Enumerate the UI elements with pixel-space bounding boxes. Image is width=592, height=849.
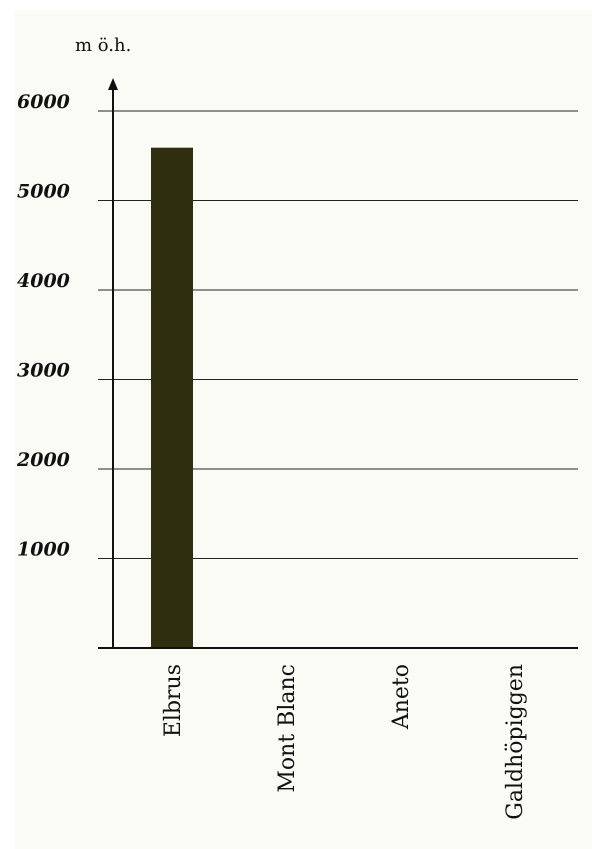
y-tick-label: 4000: [17, 270, 70, 292]
x-category-label: Aneto: [389, 664, 414, 730]
y-tick-labels: 1000 2000 3000 4000 5000 6000: [16, 91, 70, 561]
y-axis-label: m ö.h.: [75, 35, 131, 56]
x-category-label: Mont Blanc: [275, 664, 300, 793]
x-category-labels: Elbrus Mont Blanc Aneto Galdhöpiggen: [161, 664, 528, 820]
y-tick-label: 2000: [16, 449, 70, 471]
y-tick-label: 1000: [17, 539, 70, 561]
chart-panel: m ö.h. 1000 2000 3000 4000 5000 6000 Elbrus Mo…: [15, 10, 592, 849]
bar-chart: m ö.h. 1000 2000 3000 4000 5000 6000 Elbrus Mo…: [16, 35, 578, 820]
x-category-label: Galdhöpiggen: [503, 664, 528, 820]
x-category-label: Elbrus: [161, 664, 186, 737]
y-tick-label: 5000: [17, 181, 70, 203]
bar: [151, 147, 193, 648]
bars: [151, 147, 193, 648]
y-tick-label: 6000: [17, 91, 70, 113]
y-axis-arrow: [108, 78, 118, 90]
y-tick-label: 3000: [17, 360, 70, 382]
